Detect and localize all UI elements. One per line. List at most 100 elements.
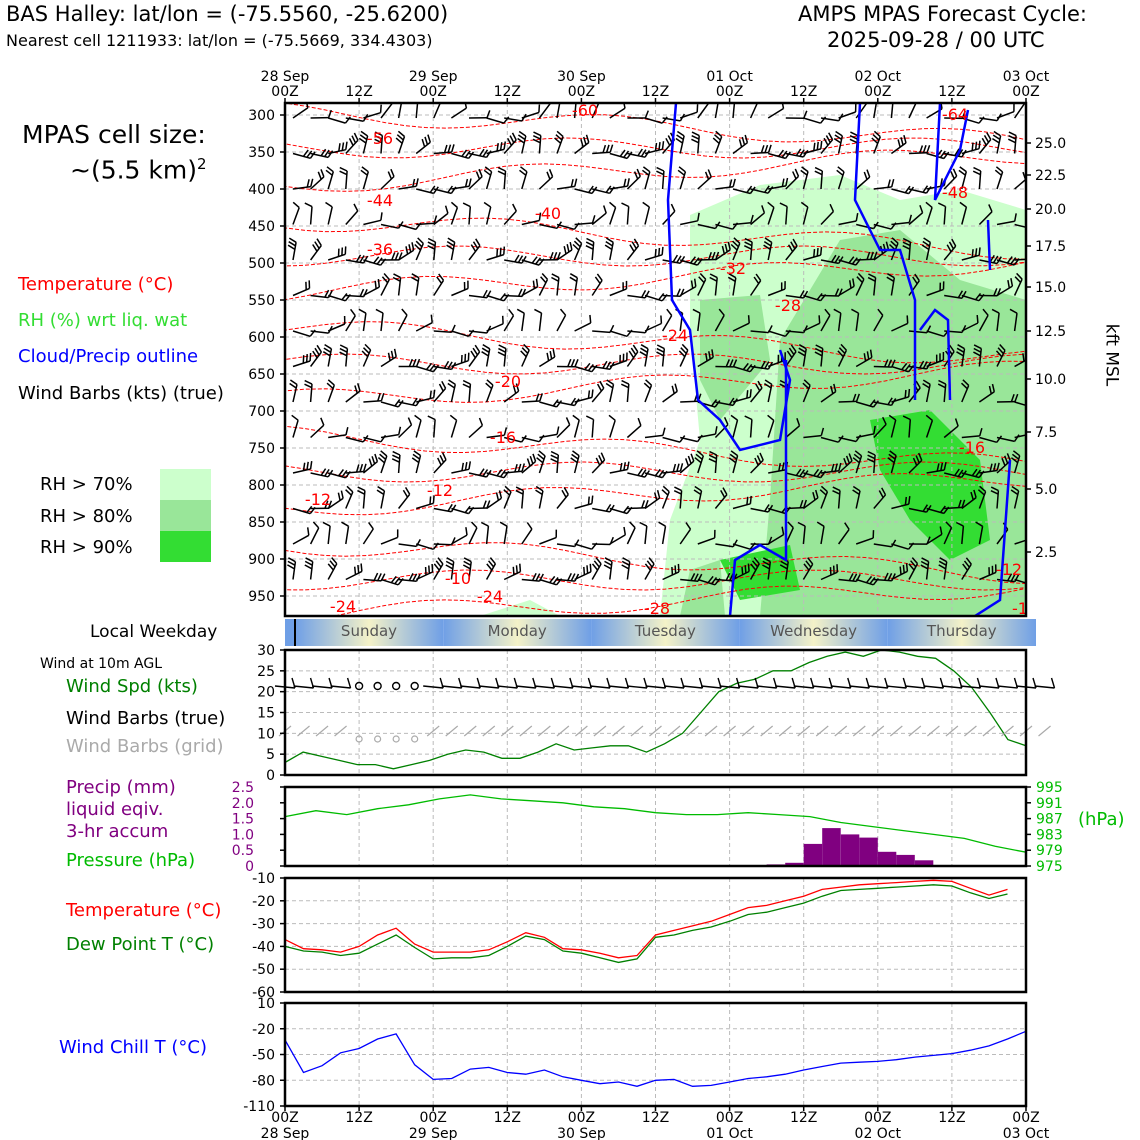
- wind-barb-flag: [837, 166, 845, 173]
- wind-barb-flag: [498, 347, 506, 353]
- wind-barb-flag: [515, 383, 520, 392]
- bottom-hour-label: 12Z: [790, 1110, 817, 1126]
- wind-barb-flag: [852, 489, 860, 496]
- wind-speed-tick-label: 30: [257, 643, 275, 659]
- wind-barb-flag: [834, 255, 841, 264]
- wind-barb-flag: [952, 168, 958, 177]
- wind-barb: [362, 528, 374, 545]
- wind-barb: [573, 419, 580, 438]
- wind-barb-flag: [316, 238, 322, 246]
- bottom-hour-label: 00Z: [1012, 1110, 1039, 1126]
- wind-barb: [1014, 258, 1026, 261]
- temperature-contour-label: -28: [644, 599, 670, 618]
- wind-barb-flag: [397, 130, 405, 138]
- wind-barb-flag: [640, 347, 648, 353]
- wind-barb-flag: [674, 565, 677, 574]
- wind-barb-flag: [962, 563, 969, 571]
- wind-barb-flag: [886, 276, 895, 282]
- wind-barb-flag: [1028, 400, 1033, 406]
- wind-barb: [785, 206, 788, 225]
- wind-barb-flag: [961, 290, 967, 299]
- wind-barb: [521, 219, 540, 226]
- wind-barb-flag: [427, 245, 436, 250]
- precip-bar: [803, 843, 823, 866]
- wind-barb-flag: [380, 392, 385, 402]
- wind-barb: [855, 103, 868, 119]
- wind-barb-flag: [890, 179, 895, 188]
- wind-barb-flag: [587, 363, 594, 372]
- wind-barb-flag: [781, 462, 785, 471]
- cloud-outline: [974, 459, 1012, 616]
- wind-barb-flag: [925, 414, 933, 421]
- wind-barb-flag: [626, 461, 630, 470]
- wind-barb-flag: [574, 573, 580, 582]
- wind-barb: [609, 207, 617, 225]
- wind-barb-flag: [937, 383, 946, 389]
- wind-barb: [433, 212, 449, 226]
- wind-barb-flag: [938, 564, 947, 570]
- wind-barb-flag: [387, 171, 393, 180]
- wind-barb-flag: [411, 273, 420, 279]
- wind-barb-flag: [902, 415, 911, 421]
- calm-marker-true: [410, 681, 419, 691]
- wind-barb-flag: [447, 144, 452, 153]
- wind-barb-flag: [639, 521, 648, 527]
- wind-barb-flag: [368, 458, 373, 467]
- wind-barb: [750, 330, 769, 334]
- temperature-contour-label: -10: [445, 569, 471, 588]
- wind-barb-flag: [1022, 353, 1025, 362]
- wind-barb-flag: [986, 132, 992, 140]
- wind-barb-flag: [515, 486, 524, 492]
- wind-barb-flag: [429, 390, 432, 399]
- wind-barb-flag: [526, 522, 533, 530]
- wind-barb-flag: [642, 201, 650, 208]
- wind-barb-flag: [714, 426, 718, 435]
- wind-barb-flag: [904, 363, 911, 372]
- wind-barb-flag: [693, 257, 700, 265]
- wind-barb-flag: [306, 527, 310, 536]
- wind-barb: [1013, 313, 1018, 332]
- wind-barb: [785, 425, 800, 439]
- wind-barb-flag: [304, 564, 313, 570]
- wind-barb: [732, 221, 751, 226]
- wind-barb-flag: [1007, 279, 1011, 289]
- wind-barb-flag: [572, 414, 580, 421]
- wind-barb: [380, 175, 395, 190]
- wind-barb-flag: [971, 142, 974, 151]
- wind-barb: [310, 330, 329, 334]
- wind-barb-flag: [606, 379, 614, 386]
- wind-barb-flag: [339, 347, 348, 353]
- wind-barb-flag: [904, 389, 907, 399]
- wind-barb-flag: [362, 347, 370, 354]
- wind-barb: [767, 533, 784, 545]
- wind-barb-flag: [353, 203, 359, 212]
- wind-barb-flag: [990, 490, 999, 495]
- wind-barb: [626, 425, 642, 439]
- surface-barb-true: [571, 685, 592, 689]
- wind-barb-flag: [873, 425, 876, 435]
- wind-barb: [609, 359, 628, 368]
- surface-barb-grid: [445, 725, 459, 737]
- wind-barb-flag: [621, 560, 630, 566]
- wind-barb-flag: [360, 130, 369, 137]
- wind-barb-flag: [636, 168, 641, 177]
- wind-barb-flag: [548, 169, 554, 177]
- surface-barb-grid: [741, 725, 755, 737]
- cloud-outline: [853, 103, 917, 400]
- wind-barb: [539, 223, 558, 230]
- wind-barb-flag: [605, 240, 613, 247]
- wind-barb-flag: [762, 564, 770, 570]
- wind-barb-flag: [899, 566, 902, 575]
- wind-barb: [398, 424, 413, 439]
- wind-barb: [732, 419, 739, 438]
- wind-barb-flag: [975, 521, 983, 527]
- wind-barb-flag: [633, 171, 639, 180]
- wind-barb-flag: [517, 463, 522, 472]
- wind-barb-flag: [819, 247, 823, 256]
- wind-barb-flag: [797, 521, 806, 527]
- wind-barb-flag: [887, 397, 893, 405]
- nearest-cell-label: Nearest cell 1211933: lat/lon = (-75.566…: [6, 31, 433, 50]
- wind-barb: [292, 419, 299, 438]
- wind-barb-flag: [533, 131, 542, 137]
- wind-barb: [433, 279, 445, 296]
